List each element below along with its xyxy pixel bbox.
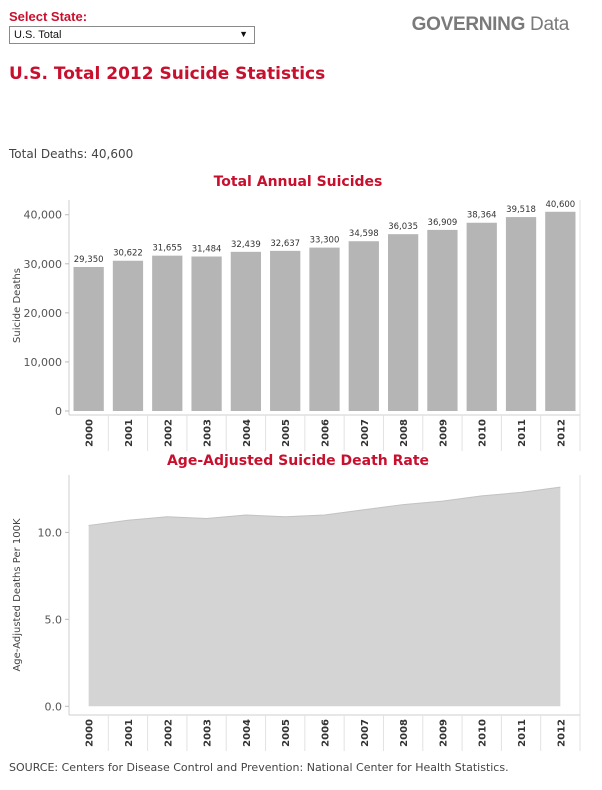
bar-data-label: 33,300 <box>310 236 340 246</box>
brand-bold: GOVERNING <box>411 14 526 35</box>
bar-2008 <box>387 234 419 411</box>
y-tick-label: 30,000 <box>24 258 63 271</box>
x-tick-label: 2003 <box>203 719 214 747</box>
x-tick-label: 2010 <box>478 719 489 747</box>
y-axis-label: Suicide Deaths <box>12 268 23 343</box>
bar-chart: 0 10,000 20,000 30,000 40,000 Suicide Deaths 2… <box>12 200 581 451</box>
chevron-down-icon[interactable]: ▼ <box>239 29 248 39</box>
y-axis-label: Age-Adjusted Deaths Per 100K <box>12 518 23 671</box>
x-tick-label: 2012 <box>556 719 567 747</box>
y-tick-label: 0 <box>55 405 62 418</box>
state-select-value: U.S. Total <box>14 29 62 41</box>
x-tick-label: 2008 <box>399 719 410 747</box>
bar-2002 <box>152 255 183 411</box>
x-tick-label: 2006 <box>321 719 332 747</box>
rate-line <box>88 486 561 526</box>
bar-data-label: 32,637 <box>270 239 300 249</box>
bar-data-label: 31,484 <box>192 245 222 255</box>
bar-data-label: 34,598 <box>349 229 379 239</box>
x-tick-label: 2012 <box>556 419 567 447</box>
x-tick-label: 2007 <box>360 719 371 747</box>
x-tick-label: 2000 <box>85 719 96 747</box>
x-tick-label: 2006 <box>321 419 332 447</box>
state-select[interactable]: U.S. Total ▼ <box>9 26 255 44</box>
bar-2007 <box>348 241 379 411</box>
bar-2006 <box>309 247 340 411</box>
source-note: SOURCE: Centers for Disease Control and … <box>9 761 509 774</box>
area-chart-title: Age-Adjusted Suicide Death Rate <box>166 453 430 469</box>
x-tick-label: 2005 <box>281 719 292 747</box>
x-tick-label: 2004 <box>242 419 253 447</box>
bar-data-label: 39,518 <box>506 205 536 215</box>
x-tick-label: 2002 <box>163 419 174 447</box>
bar-2001 <box>112 260 144 411</box>
total-deaths: Total Deaths: 40,600 <box>9 147 134 161</box>
bar-data-label: 30,622 <box>113 249 143 259</box>
x-tick-label: 2001 <box>124 419 135 447</box>
x-tick-label: 2011 <box>517 719 528 747</box>
x-tick-label: 2009 <box>438 419 449 447</box>
bar-2004 <box>230 251 262 411</box>
area-chart: 0.0 5.0 10.0 Age-Adjusted Deaths Per 100K 20… <box>12 475 581 751</box>
x-tick-label: 2007 <box>360 419 371 447</box>
x-tick-label: 2011 <box>517 419 528 447</box>
bar-2009 <box>427 229 458 411</box>
x-tick-label: 2005 <box>281 419 292 447</box>
y-tick-label: 40,000 <box>24 209 63 222</box>
x-tick-label: 2001 <box>124 719 135 747</box>
select-state-label: Select State: <box>9 9 88 24</box>
y-tick-label: 5.0 <box>45 613 63 626</box>
bar-data-label: 31,655 <box>152 244 182 254</box>
x-tick-label: 2004 <box>242 719 253 747</box>
x-tick-label: 2000 <box>85 419 96 447</box>
y-tick-label: 10.0 <box>38 526 63 539</box>
bar-chart-title: Total Annual Suicides <box>213 174 383 190</box>
bar-data-label: 36,035 <box>388 222 418 232</box>
bar-2011 <box>505 217 537 411</box>
bar-2010 <box>466 222 497 411</box>
y-tick-label: 10,000 <box>24 356 63 369</box>
x-tick-label: 2002 <box>163 719 174 747</box>
x-tick-label: 2003 <box>203 419 214 447</box>
bar-2012 <box>545 211 576 411</box>
bar-2000 <box>73 266 104 411</box>
bar-data-label: 40,600 <box>545 200 575 210</box>
page-title: U.S. Total 2012 Suicide Statistics <box>9 64 326 84</box>
x-tick-label: 2008 <box>399 419 410 447</box>
bar-2005 <box>270 250 301 411</box>
y-tick-label: 20,000 <box>24 307 63 320</box>
rate-area <box>88 487 561 707</box>
bar-data-label: 29,350 <box>74 255 104 265</box>
governing-data-logo: GOVERNING Data <box>411 14 570 36</box>
bar-data-label: 36,909 <box>428 218 458 228</box>
x-tick-label: 2009 <box>438 719 449 747</box>
bar-2003 <box>191 256 222 411</box>
brand-light: Data <box>525 14 569 35</box>
y-tick-label: 0.0 <box>45 700 63 713</box>
x-tick-label: 2010 <box>478 419 489 447</box>
bar-data-label: 38,364 <box>467 211 497 221</box>
bar-data-label: 32,439 <box>231 240 261 250</box>
